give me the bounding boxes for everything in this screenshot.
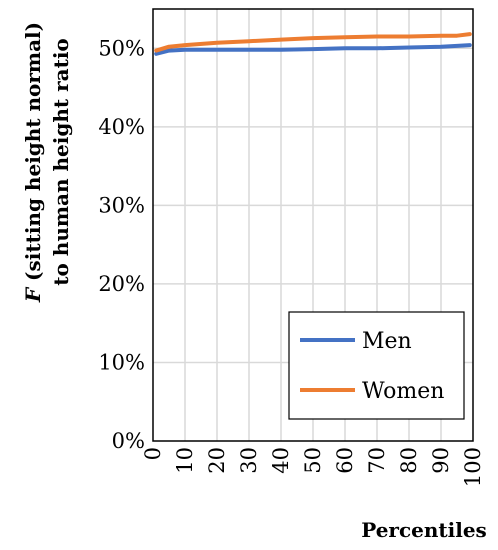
x-tick-label: 10 [173,447,197,474]
x-tick-label: 60 [333,447,357,474]
x-tick-label: 40 [269,447,293,474]
y-axis-title-line1: F (sitting height normal) [21,22,45,303]
x-tick-label: 30 [237,447,261,474]
legend-label-men: Men [362,329,412,354]
legend-box [288,311,465,420]
plot-area-frame [152,8,474,442]
x-tick-label: 0 [141,447,165,460]
x-tick-label: 80 [397,447,421,474]
y-tick-label: 20% [98,272,145,296]
x-axis-tick-labels: 0 10 20 30 40 50 60 70 80 90 100 [141,447,485,487]
legend-label-women: Women [362,379,444,404]
x-tick-label: 100 [461,447,485,487]
y-tick-label: 30% [98,193,145,217]
y-axis-tick-labels: 0% 10% 20% 30% 40% 50% [98,36,145,453]
y-tick-label: 10% [98,350,145,374]
x-tick-label: 50 [301,447,325,474]
x-tick-label: 20 [205,447,229,474]
series-line-women [154,32,472,53]
x-axis-title: Percentiles [361,518,487,542]
series-lines [154,32,472,56]
y-axis-title-variable: F [21,286,45,303]
y-tick-label: 40% [98,115,145,139]
legend: Men Women [288,311,465,420]
x-tick-label: 90 [429,447,453,474]
y-tick-label: 50% [98,36,145,60]
y-axis-title-text: (sitting height normal) [21,22,45,288]
x-tick-label: 70 [365,447,389,474]
series-line-men [154,43,472,56]
y-tick-label: 0% [112,429,145,453]
y-axis-title-line2: to human height ratio [49,38,73,286]
